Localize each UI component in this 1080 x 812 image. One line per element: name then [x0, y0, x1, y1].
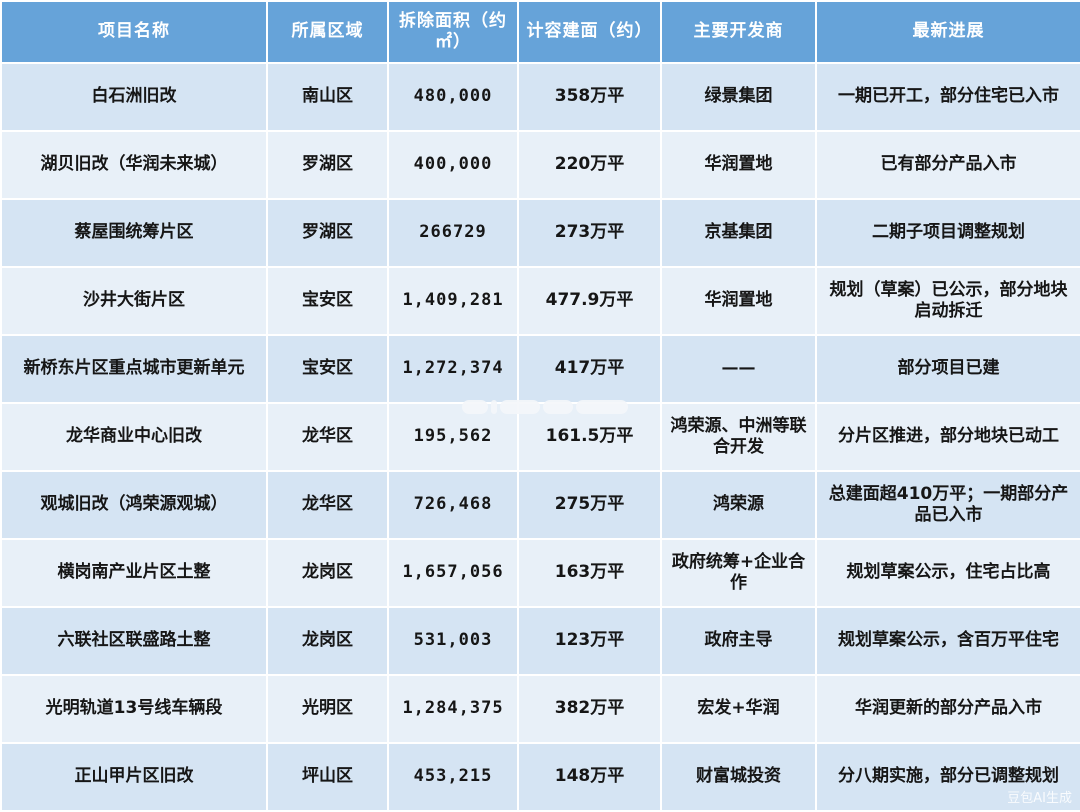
- cell-gfa: 161.5万平: [517, 402, 662, 472]
- table-body: 白石洲旧改 南山区 480,000 358万平 绿景集团 一期已开工，部分住宅已入市 湖贝旧…: [0, 62, 1080, 812]
- cell-progress: 总建面超410万平；一期部分产品已入市: [815, 470, 1080, 540]
- cell-gfa: 273万平: [517, 198, 662, 268]
- cell-project-name: 光明轨道13号线车辆段: [0, 674, 268, 744]
- cell-demolition-area: 726,468: [387, 470, 519, 540]
- cell-project-name: 横岗南产业片区土整: [0, 538, 268, 608]
- cell-gfa: 163万平: [517, 538, 662, 608]
- cell-gfa: 123万平: [517, 606, 662, 676]
- cell-progress: 已有部分产品入市: [815, 130, 1080, 200]
- cell-demolition-area: 453,215: [387, 742, 519, 812]
- cell-gfa: 477.9万平: [517, 266, 662, 336]
- cell-district: 龙华区: [266, 470, 389, 540]
- cell-developer: 华润置地: [660, 266, 817, 336]
- cell-gfa: 417万平: [517, 334, 662, 404]
- cell-developer: 宏发+华润: [660, 674, 817, 744]
- cell-progress: 分片区推进，部分地块已动工: [815, 402, 1080, 472]
- table-row: 光明轨道13号线车辆段 光明区 1,284,375 382万平 宏发+华润 华润更新的部分…: [0, 674, 1080, 744]
- cell-project-name: 白石洲旧改: [0, 62, 268, 132]
- cell-progress: 规划草案公示，住宅占比高: [815, 538, 1080, 608]
- cell-district: 罗湖区: [266, 130, 389, 200]
- cell-district: 龙岗区: [266, 606, 389, 676]
- cell-project-name: 蔡屋围统筹片区: [0, 198, 268, 268]
- cell-demolition-area: 1,657,056: [387, 538, 519, 608]
- cell-demolition-area: 531,003: [387, 606, 519, 676]
- header-developer: 主要开发商: [660, 0, 817, 64]
- cell-gfa: 148万平: [517, 742, 662, 812]
- cell-district: 龙岗区: [266, 538, 389, 608]
- table-row: 观城旧改（鸿荣源观城） 龙华区 726,468 275万平 鸿荣源 总建面超410万平；一…: [0, 470, 1080, 540]
- header-progress: 最新进展: [815, 0, 1080, 64]
- cell-demolition-area: 1,272,374: [387, 334, 519, 404]
- cell-developer: 绿景集团: [660, 62, 817, 132]
- header-demolition-area: 拆除面积（约㎡）: [387, 0, 519, 64]
- cell-demolition-area: 480,000: [387, 62, 519, 132]
- cell-project-name: 湖贝旧改（华润未来城）: [0, 130, 268, 200]
- cell-developer: 京基集团: [660, 198, 817, 268]
- cell-district: 龙华区: [266, 402, 389, 472]
- cell-developer: 财富城投资: [660, 742, 817, 812]
- cell-progress: 规划草案公示，含百万平住宅: [815, 606, 1080, 676]
- table-row: 沙井大街片区 宝安区 1,409,281 477.9万平 华润置地 规划（草案）已公示，部…: [0, 266, 1080, 336]
- cell-progress: 二期子项目调整规划: [815, 198, 1080, 268]
- cell-progress: 华润更新的部分产品入市: [815, 674, 1080, 744]
- cell-gfa: 275万平: [517, 470, 662, 540]
- cell-developer: 政府统筹+企业合作: [660, 538, 817, 608]
- cell-developer: 鸿荣源: [660, 470, 817, 540]
- table-row: 龙华商业中心旧改 龙华区 195,562 161.5万平 鸿荣源、中洲等联合开发 分片区推…: [0, 402, 1080, 472]
- cell-district: 坪山区: [266, 742, 389, 812]
- cell-district: 宝安区: [266, 334, 389, 404]
- cell-project-name: 六联社区联盛路土整: [0, 606, 268, 676]
- cell-progress: 规划（草案）已公示，部分地块启动拆迁: [815, 266, 1080, 336]
- cell-developer: 鸿荣源、中洲等联合开发: [660, 402, 817, 472]
- cell-developer: ——: [660, 334, 817, 404]
- table-row: 湖贝旧改（华润未来城） 罗湖区 400,000 220万平 华润置地 已有部分产品入市: [0, 130, 1080, 200]
- cell-project-name: 正山甲片区旧改: [0, 742, 268, 812]
- table-row: 蔡屋围统筹片区 罗湖区 266729 273万平 京基集团 二期子项目调整规划: [0, 198, 1080, 268]
- cell-progress: 部分项目已建: [815, 334, 1080, 404]
- cell-developer: 华润置地: [660, 130, 817, 200]
- cell-gfa: 220万平: [517, 130, 662, 200]
- watermark-text: 豆包AI生成: [1007, 791, 1072, 806]
- table-row: 正山甲片区旧改 坪山区 453,215 148万平 财富城投资 分八期实施，部分已调整规划: [0, 742, 1080, 812]
- cell-project-name: 龙华商业中心旧改: [0, 402, 268, 472]
- header-district: 所属区域: [266, 0, 389, 64]
- table-header: 项目名称 所属区域 拆除面积（约㎡） 计容建面（约） 主要开发商 最新进展: [0, 0, 1080, 64]
- header-row: 项目名称 所属区域 拆除面积（约㎡） 计容建面（约） 主要开发商 最新进展: [0, 0, 1080, 64]
- cell-demolition-area: 1,409,281: [387, 266, 519, 336]
- cell-gfa: 358万平: [517, 62, 662, 132]
- cell-district: 光明区: [266, 674, 389, 744]
- table-row: 新桥东片区重点城市更新单元 宝安区 1,272,374 417万平 —— 部分项目已建: [0, 334, 1080, 404]
- cell-demolition-area: 400,000: [387, 130, 519, 200]
- table-row: 白石洲旧改 南山区 480,000 358万平 绿景集团 一期已开工，部分住宅已入市: [0, 62, 1080, 132]
- cell-demolition-area: 195,562: [387, 402, 519, 472]
- cell-developer: 政府主导: [660, 606, 817, 676]
- header-project-name: 项目名称: [0, 0, 268, 64]
- cell-district: 南山区: [266, 62, 389, 132]
- cell-project-name: 新桥东片区重点城市更新单元: [0, 334, 268, 404]
- table-row: 横岗南产业片区土整 龙岗区 1,657,056 163万平 政府统筹+企业合作 规划草案公…: [0, 538, 1080, 608]
- cell-district: 罗湖区: [266, 198, 389, 268]
- cell-district: 宝安区: [266, 266, 389, 336]
- header-gfa: 计容建面（约）: [517, 0, 662, 64]
- cell-demolition-area: 266729: [387, 198, 519, 268]
- table-row: 六联社区联盛路土整 龙岗区 531,003 123万平 政府主导 规划草案公示，含百万平住…: [0, 606, 1080, 676]
- cell-project-name: 观城旧改（鸿荣源观城）: [0, 470, 268, 540]
- cell-progress: 分八期实施，部分已调整规划: [815, 742, 1080, 812]
- cell-progress: 一期已开工，部分住宅已入市: [815, 62, 1080, 132]
- cell-demolition-area: 1,284,375: [387, 674, 519, 744]
- cell-project-name: 沙井大街片区: [0, 266, 268, 336]
- cell-gfa: 382万平: [517, 674, 662, 744]
